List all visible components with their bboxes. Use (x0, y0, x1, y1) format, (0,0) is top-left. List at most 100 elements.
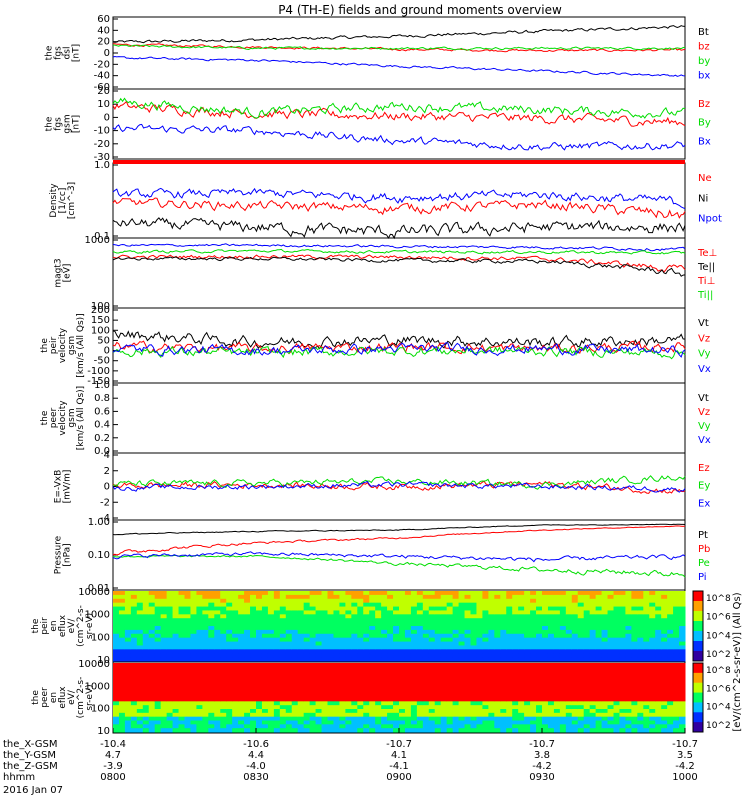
spectrogram-cell (279, 670, 287, 675)
x-tick-label: -4.0 (246, 761, 266, 772)
spectrogram-cell (655, 598, 662, 604)
spectrogram-cell (214, 591, 221, 596)
spectrogram-cell (226, 701, 233, 706)
spectrogram-cell (202, 697, 209, 702)
spectrogram-cell (506, 594, 513, 600)
spectrogram-cell (416, 649, 424, 654)
spectrogram-cell (619, 686, 626, 691)
spectrogram-cell (279, 637, 287, 643)
spectrogram-cell (345, 682, 352, 687)
spectrogram-cell (512, 591, 519, 596)
x-tick-label: -10.7 (672, 739, 698, 750)
spectrogram-cell (303, 674, 311, 679)
spectrogram-cell (190, 657, 197, 662)
spectrogram-cell (667, 693, 674, 698)
spectrogram-cell (244, 602, 251, 608)
spectrogram-cell (613, 674, 620, 679)
ylabel-line: fgs (54, 117, 64, 131)
spectrogram-cell (172, 716, 180, 721)
legend-Vz: Vz (698, 333, 710, 344)
spectrogram-cell (214, 610, 221, 615)
spectrogram-cell (637, 697, 644, 702)
spectrogram-cell (166, 716, 174, 721)
spectrogram-cell (559, 637, 567, 643)
spectrogram-cell (512, 618, 519, 623)
spectrogram-cell (238, 666, 245, 672)
spectrogram-cell (649, 637, 656, 643)
spectrogram-cell (375, 728, 382, 733)
spectrogram-cell (172, 622, 180, 627)
spectrogram-cell (542, 697, 549, 702)
spectrogram-cell (565, 663, 573, 668)
spectrogram-cell (542, 724, 549, 729)
spectrogram-cell (595, 701, 603, 706)
spectrogram-cell (482, 614, 489, 619)
spectrogram-cell (667, 645, 674, 650)
spectrogram-cell (166, 610, 174, 615)
spectrogram-cell (476, 637, 483, 643)
spectrogram-cell (113, 653, 120, 658)
spectrogram-cell (178, 633, 185, 639)
spectrogram-cell (381, 670, 388, 675)
spectrogram-cell (422, 645, 430, 650)
spectrogram-cell (214, 701, 221, 706)
spectrogram-cell (679, 622, 686, 627)
spectrogram-cell (393, 645, 400, 650)
spectrogram-cell (196, 629, 203, 635)
spectrogram-cell (226, 682, 233, 687)
spectrogram-cell (399, 614, 406, 619)
spectrogram-cell (494, 653, 501, 658)
spectrogram-cell (136, 610, 144, 615)
spectrogram-cell (113, 712, 120, 718)
spectrogram-cell (601, 682, 609, 687)
spectrogram-cell (422, 728, 430, 733)
spectrogram-cell (339, 674, 346, 679)
spectrogram-cell (345, 674, 352, 679)
spectrogram-cell (202, 610, 209, 615)
spectrogram-cell (309, 591, 317, 596)
spectrogram-cell (661, 602, 668, 608)
spectrogram-cell (113, 701, 120, 706)
spectrogram-cell (601, 657, 609, 662)
legend-Ey: Ey (698, 481, 710, 492)
spectrogram-cell (327, 728, 334, 733)
spectrogram-cell (250, 614, 257, 619)
colorbar-tick: 10^6 (706, 684, 731, 694)
spectrogram-cell (446, 728, 454, 733)
spectrogram-cell (577, 674, 585, 679)
spectrogram-cell (226, 614, 233, 619)
spectrogram-cell (184, 649, 191, 654)
spectrogram-cell (244, 666, 251, 672)
spectrogram-cell (458, 728, 466, 733)
spectrogram-cell (536, 606, 543, 611)
ylabel-line: velocity (58, 327, 68, 363)
spectrogram-cell (637, 724, 644, 729)
spectrogram-cell (232, 728, 239, 733)
spectrogram-cell (321, 709, 328, 714)
spectrogram-cell (506, 641, 513, 646)
spectrogram-cell (416, 678, 424, 683)
spectrogram-cell (559, 689, 567, 695)
spectrogram-cell (506, 686, 513, 691)
spectrogram-cell (500, 670, 507, 675)
spectrogram-cell (136, 686, 144, 691)
spectrogram-cell (410, 682, 418, 687)
spectrogram-cell (482, 693, 489, 698)
spectrogram-cell (506, 689, 513, 695)
spectrogram-cell (208, 689, 215, 695)
spectrogram-cell (661, 618, 668, 623)
spectrogram-cell (220, 610, 227, 615)
spectrogram-cell (416, 591, 424, 596)
spectrogram-cell (256, 637, 263, 643)
spectrogram-cell (196, 633, 203, 639)
spectrogram-cell (124, 657, 132, 662)
spectrogram-cell (291, 610, 299, 615)
spectrogram-cell (524, 602, 531, 608)
spectrogram-cell (190, 626, 197, 631)
spectrogram-cell (601, 606, 609, 611)
spectrogram-cell (345, 670, 352, 675)
spectrogram-cell (220, 716, 227, 721)
spectrogram-cell (613, 701, 620, 706)
spectrogram-cell (220, 591, 227, 596)
spectrogram-cell (160, 716, 168, 721)
